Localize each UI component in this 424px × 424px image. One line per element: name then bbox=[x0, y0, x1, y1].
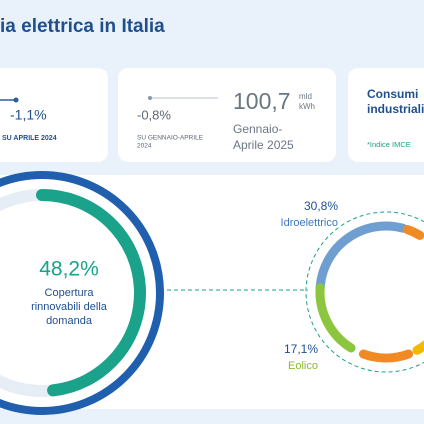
source-name: Eolico bbox=[288, 360, 318, 372]
source-arc bbox=[315, 221, 408, 299]
card bbox=[0, 68, 108, 162]
other-arc bbox=[412, 340, 424, 355]
coverage-label: domanda bbox=[46, 315, 93, 327]
source-arc bbox=[315, 283, 356, 353]
card bbox=[348, 68, 424, 162]
note: 2024 bbox=[137, 143, 152, 150]
title: ia elettrica in Italia bbox=[0, 16, 165, 37]
panel bbox=[0, 175, 424, 409]
source-value: 30,8% bbox=[304, 199, 338, 213]
card-title: Consumi bbox=[367, 87, 418, 101]
coverage-label: Copertura bbox=[45, 287, 95, 299]
coverage-label: rinnovabili della bbox=[31, 301, 108, 313]
coverage-value: 48,2% bbox=[39, 258, 99, 281]
other-arc bbox=[402, 225, 424, 240]
note: SU GENNAIO-APRILE bbox=[137, 135, 204, 142]
period: Gennaio- bbox=[233, 122, 282, 136]
change: -1,1% bbox=[10, 107, 47, 123]
card-title: industriali bbox=[367, 102, 424, 116]
card bbox=[118, 68, 336, 162]
unit: mld bbox=[299, 92, 312, 101]
source-name: Idroelettrico bbox=[281, 217, 338, 229]
value: 100,7 bbox=[233, 88, 291, 114]
unit: kWh bbox=[299, 102, 315, 111]
note: *Indice IMCE bbox=[367, 140, 411, 149]
period: Aprile 2025 bbox=[233, 138, 294, 152]
note: SU APRILE 2024 bbox=[2, 135, 57, 142]
other-arc bbox=[358, 349, 414, 363]
outer-ring bbox=[0, 171, 164, 415]
source-value: 17,1% bbox=[284, 342, 318, 356]
change: -0,8% bbox=[137, 107, 171, 122]
trend-dot bbox=[148, 96, 152, 100]
trend-dot bbox=[13, 97, 19, 103]
coverage-arc bbox=[36, 189, 146, 397]
